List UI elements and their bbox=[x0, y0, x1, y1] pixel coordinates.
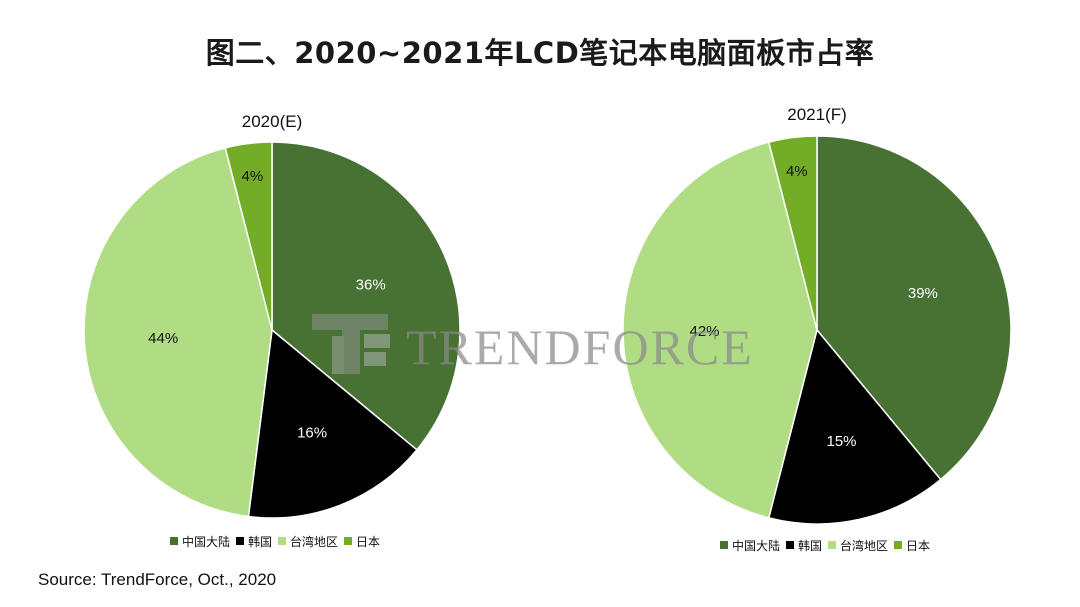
legend-label: 中国大陆 bbox=[182, 534, 230, 549]
trendforce-watermark-text: TRENDFORCE bbox=[406, 319, 754, 375]
legend-swatch bbox=[894, 541, 902, 549]
pie-slice-2 bbox=[767, 328, 942, 525]
legend-label: 台湾地区 bbox=[290, 534, 338, 549]
pie-data-label: 4% bbox=[242, 168, 264, 185]
legend-label: 中国大陆 bbox=[732, 538, 780, 553]
pies-layer: 2020(E) 36% 16% 44% 4% 中国大陆 韩国 台湾地区 日本 2021(F) 39%… bbox=[83, 105, 1012, 553]
legend-label: 韩国 bbox=[798, 538, 822, 553]
pie-data-label: 39% bbox=[908, 285, 938, 302]
legend-swatch bbox=[278, 537, 286, 545]
pie-data-label: 42% bbox=[689, 323, 719, 340]
legend-label: 日本 bbox=[906, 539, 930, 553]
legend-label: 台湾地区 bbox=[840, 538, 888, 553]
pie-legend: 中国大陆 韩国 台湾地区 日本 bbox=[720, 538, 930, 553]
legend-swatch bbox=[828, 541, 836, 549]
pie-data-label: 36% bbox=[356, 277, 386, 294]
pie-data-label: 15% bbox=[826, 433, 856, 450]
trendforce-watermark: TRENDFORCE bbox=[312, 314, 754, 375]
pie-data-label: 44% bbox=[148, 330, 178, 347]
pie-slice-1 bbox=[816, 135, 1012, 481]
pie-title: 2020(E) bbox=[242, 112, 302, 131]
pie-legend: 中国大陆 韩国 台湾地区 日本 bbox=[170, 534, 380, 549]
pie-chart-1: 2020(E) 36% 16% 44% 4% 中国大陆 韩国 台湾地区 日本 bbox=[83, 112, 461, 549]
pie-data-label: 16% bbox=[297, 424, 327, 441]
pie-slice-4 bbox=[767, 135, 818, 331]
legend-swatch bbox=[236, 537, 244, 545]
pie-slice-4 bbox=[224, 141, 273, 331]
pie-slice-1 bbox=[271, 141, 461, 451]
source-note: Source: TrendForce, Oct., 2020 bbox=[38, 570, 277, 589]
pie-title: 2021(F) bbox=[787, 105, 847, 124]
legend-swatch bbox=[720, 541, 728, 549]
legend-swatch bbox=[786, 541, 794, 549]
pie-slice-3 bbox=[622, 141, 818, 519]
pie-slice-2 bbox=[247, 328, 418, 519]
trendforce-logo-icon bbox=[312, 314, 390, 374]
legend-label: 韩国 bbox=[248, 534, 272, 549]
pie-slice-3 bbox=[83, 146, 273, 518]
legend-swatch bbox=[344, 537, 352, 545]
legend-label: 日本 bbox=[356, 535, 380, 549]
page-title: 图二、2020~2021年LCD笔记本电脑面板市占率 bbox=[205, 36, 875, 70]
pie-data-label: 4% bbox=[786, 163, 808, 180]
pie-chart-2: 2021(F) 39% 15% 42% 4% 中国大陆 韩国 台湾地区 日本 bbox=[622, 105, 1012, 553]
legend-swatch bbox=[170, 537, 178, 545]
